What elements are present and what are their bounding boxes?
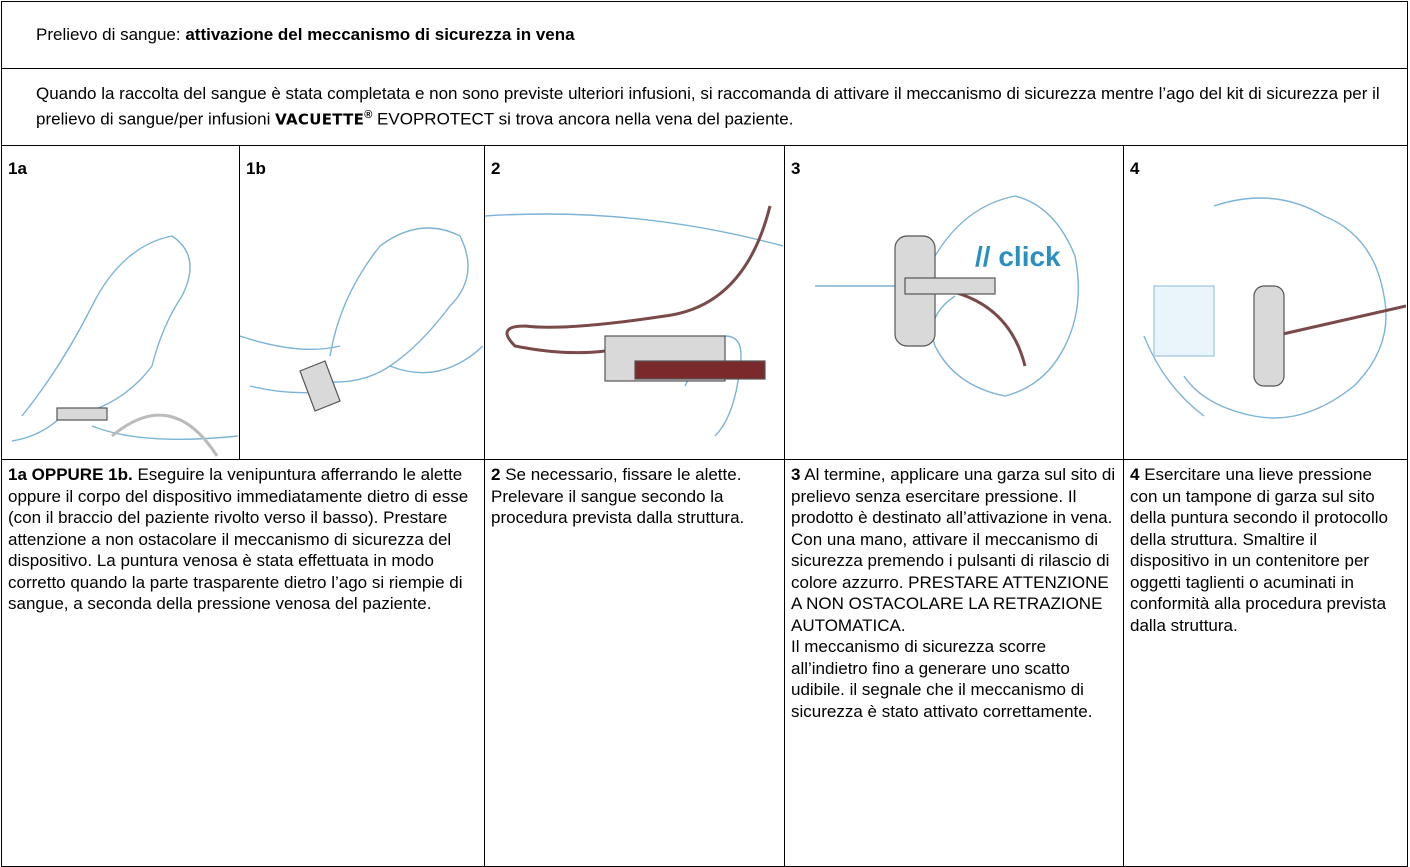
step-label: 1b: [246, 159, 266, 178]
description: 3 Al termine, applicare una garza sul si…: [791, 464, 1117, 636]
description-text: Se necessario, fissare le alette. Prelev…: [491, 465, 745, 527]
description-lead: 3: [791, 465, 801, 484]
intro-before: Quando la raccolta del sangue è stata co…: [36, 84, 1380, 129]
intro-cell: Quando la raccolta del sangue è stata co…: [1, 68, 1408, 146]
description: 1a OPPURE 1b. Eseguire la venipuntura af…: [8, 464, 478, 615]
registered-mark: ®: [364, 108, 373, 121]
header-title: attivazione del meccanismo di sicurezza …: [185, 25, 575, 45]
description-text: Al termine, applicare una garza sul sito…: [791, 465, 1116, 635]
brand: VACUETTE: [275, 110, 365, 129]
illustration: [1143, 197, 1406, 419]
header-prefix: Prelievo di sangue:: [36, 25, 181, 45]
image-cell: 1a: [1, 145, 240, 460]
description-cell: 3 Al termine, applicare una garza sul si…: [784, 459, 1124, 867]
intro-after: EVOPROTECT si trova ancora nella vena de…: [377, 109, 794, 129]
step-label: 2: [491, 159, 501, 178]
image-cell: 2: [484, 145, 785, 460]
header-cell: Prelievo di sangue: attivazione del mecc…: [1, 1, 1408, 69]
step-label: 3: [791, 159, 801, 178]
description-cell: 2 Se necessario, fissare le alette. Prel…: [484, 459, 785, 867]
description: Il meccanismo di sicurezza scorre all’in…: [791, 637, 1093, 721]
illustration: [485, 205, 783, 437]
description-text: Esercitare una lieve pressione con un ta…: [1130, 465, 1389, 635]
illustration: // click: [815, 195, 1079, 397]
image-cell: 4: [1123, 145, 1408, 460]
step-label: 4: [1130, 159, 1140, 178]
description-text: Eseguire la venipuntura afferrando le al…: [8, 465, 469, 613]
click-label: // click: [975, 241, 1061, 272]
description: 2 Se necessario, fissare le alette. Prel…: [491, 464, 778, 529]
illustration: [240, 227, 483, 412]
description-lead: 4: [1130, 465, 1140, 484]
description-lead: 1a OPPURE 1b.: [8, 465, 133, 484]
step-label: 1a: [8, 159, 27, 178]
illustration: [11, 235, 238, 457]
description-lead: 2: [491, 465, 501, 484]
image-cell: 1b: [239, 145, 485, 460]
description: 4 Esercitare una lieve pressione con un …: [1130, 464, 1401, 636]
image-cell: 3 // click: [784, 145, 1124, 460]
description-cell: 1a OPPURE 1b. Eseguire la venipuntura af…: [1, 459, 485, 867]
description-cell: 4 Esercitare una lieve pressione con un …: [1123, 459, 1408, 867]
